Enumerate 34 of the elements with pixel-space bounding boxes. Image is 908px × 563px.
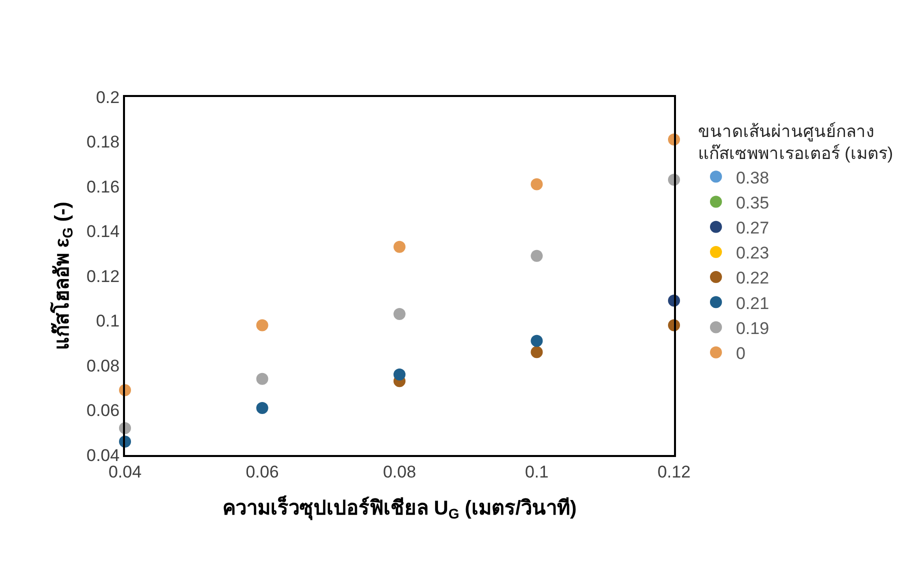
y-tick-label: 0.2 [96, 88, 120, 107]
y-tick-label: 0.12 [86, 266, 120, 286]
point [530, 334, 543, 347]
y-tick-label: 0.04 [86, 446, 120, 465]
point [256, 319, 268, 332]
point [256, 402, 268, 414]
x-axis-title: ความเร็วซุปเปอร์ฟิเชียล U$_{G}$ (เมตร/วินาที) [222, 494, 577, 522]
x-tick-label: 0.12 [657, 462, 691, 482]
x-tick-label: 0.1 [524, 462, 549, 482]
legend-title: ขนาดเส้นผ่านศูนย์กลาง แก๊สเซพพาเรอเตอร์ (เมตร) [698, 122, 894, 164]
y-tick-label: 0.18 [86, 132, 120, 152]
y-tick-label: 0.08 [86, 356, 120, 376]
point [394, 368, 406, 380]
point [530, 178, 543, 190]
point [530, 346, 543, 358]
x-tick-label: 0.08 [382, 462, 416, 482]
x-tick-label: 0.04 [108, 462, 142, 482]
y-tick-label: 0.06 [86, 401, 120, 420]
y-tick-label: 0.1 [96, 312, 120, 331]
legend-label: 0.38 [736, 168, 770, 188]
y-tick-label: 0.16 [86, 177, 120, 196]
legend-label: 0.19 [736, 318, 770, 338]
legend-label: 0.35 [736, 193, 770, 212]
y-tick-label: 0.14 [86, 222, 120, 242]
point [256, 372, 268, 385]
legend-label: 0 [736, 344, 746, 363]
legend-label: 0.23 [736, 244, 770, 263]
legend-label: 0.22 [736, 268, 770, 288]
point [394, 240, 406, 253]
x-tick-label: 0.06 [246, 462, 279, 482]
point [394, 308, 406, 320]
point [530, 250, 543, 262]
legend-label: 0.27 [736, 218, 770, 238]
legend-label: 0.21 [736, 294, 770, 313]
